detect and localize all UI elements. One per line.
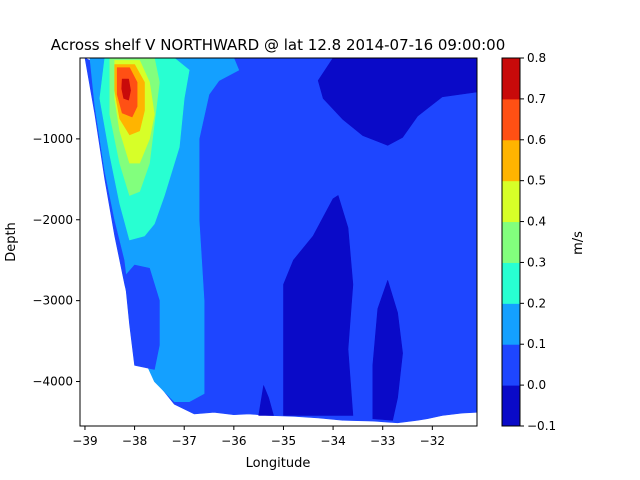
y-axis-label: Depth bbox=[4, 222, 19, 262]
x-tick-label: −32 bbox=[420, 434, 445, 448]
y-axis: −1000 −2000 −3000 −4000 bbox=[32, 132, 80, 389]
colorbar-tick-label: 0.6 bbox=[527, 133, 546, 147]
contour-region-5 bbox=[258, 385, 274, 416]
colorbar-swatch bbox=[502, 58, 520, 100]
x-tick-label: −36 bbox=[221, 434, 246, 448]
y-tick-label: −4000 bbox=[32, 375, 73, 389]
colorbar-swatch bbox=[502, 180, 520, 223]
x-tick-label: −35 bbox=[271, 434, 296, 448]
colorbar-frame bbox=[501, 57, 521, 427]
colorbar-swatch bbox=[502, 303, 520, 345]
colorbar-label: m/s bbox=[571, 231, 586, 255]
colorbar-swatch bbox=[502, 385, 520, 427]
colorbar-tick-label: 0.8 bbox=[527, 51, 546, 65]
colorbar: −0.1 0.0 0.1 0.2 0.3 0.4 0.5 0.6 0.7 0.8 bbox=[501, 51, 556, 433]
x-tick-label: −37 bbox=[172, 434, 197, 448]
contour-region-3 bbox=[283, 195, 354, 416]
colorbar-tick-label: 0.1 bbox=[527, 337, 546, 351]
colorbar-swatch bbox=[502, 262, 520, 304]
y-tick-label: −3000 bbox=[32, 294, 73, 308]
colorbar-swatch bbox=[502, 221, 520, 263]
x-tick-label: −33 bbox=[370, 434, 395, 448]
contour-regions bbox=[84, 58, 477, 424]
contour-region-13 bbox=[121, 78, 131, 101]
x-axis-label: Longitude bbox=[246, 456, 311, 471]
y-tick-label: −2000 bbox=[32, 213, 73, 227]
y-tick-label: −1000 bbox=[32, 132, 73, 146]
contour-region-7 bbox=[124, 264, 160, 370]
plot-frame bbox=[79, 57, 478, 427]
x-axis: −39 −38 −37 −36 −35 −34 −33 −32 bbox=[72, 426, 445, 448]
contour-region-4 bbox=[372, 280, 403, 421]
x-tick-label: −38 bbox=[122, 434, 147, 448]
colorbar-tick-label: 0.3 bbox=[527, 255, 546, 269]
colorbar-tick-label: 0.4 bbox=[527, 215, 546, 229]
colorbar-tick-label: 0.0 bbox=[527, 378, 546, 392]
plot-area bbox=[80, 58, 477, 426]
colorbar-swatch bbox=[502, 98, 520, 141]
colorbar-tick-label: −0.1 bbox=[527, 419, 556, 433]
chart-title: Across shelf V NORTHWARD @ lat 12.8 2014… bbox=[51, 36, 506, 54]
contour-region-2 bbox=[317, 58, 477, 146]
colorbar-tick-label: 0.7 bbox=[527, 92, 546, 106]
colorbar-swatch bbox=[502, 139, 520, 182]
colorbar-swatch bbox=[502, 344, 520, 386]
x-tick-label: −34 bbox=[320, 434, 345, 448]
colorbar-tick-label: 0.2 bbox=[527, 296, 546, 310]
x-tick-label: −39 bbox=[72, 434, 97, 448]
colorbar-tick-label: 0.5 bbox=[527, 174, 546, 188]
